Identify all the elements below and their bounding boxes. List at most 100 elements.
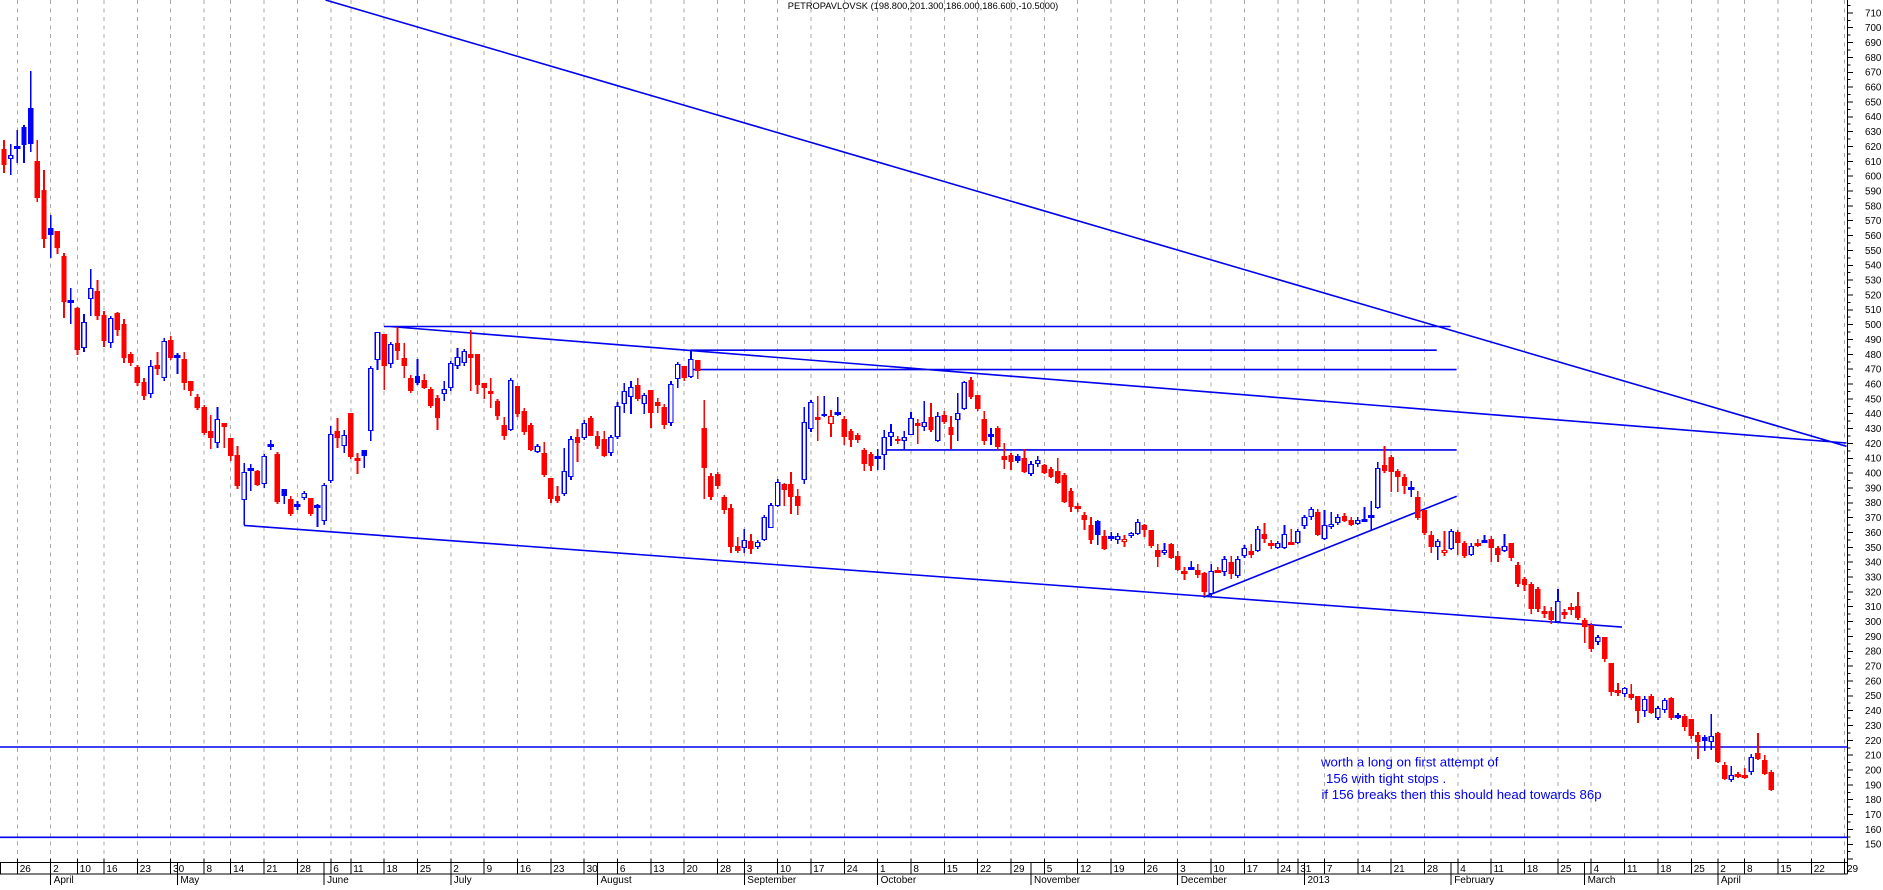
svg-text:22: 22: [980, 864, 992, 875]
svg-text:160: 160: [1865, 825, 1882, 836]
svg-text:510: 510: [1865, 305, 1882, 316]
svg-text:440: 440: [1865, 409, 1882, 420]
svg-text:560: 560: [1865, 231, 1882, 242]
svg-text:worth a long on first attempt: worth a long on first attempt of: [1320, 755, 1499, 770]
svg-text:250: 250: [1865, 691, 1882, 702]
svg-text:8: 8: [207, 864, 213, 875]
svg-text:420: 420: [1865, 439, 1882, 450]
svg-text:360: 360: [1865, 528, 1882, 539]
svg-text:20: 20: [687, 864, 699, 875]
svg-text:640: 640: [1865, 112, 1882, 123]
svg-text:580: 580: [1865, 201, 1882, 212]
svg-text:6: 6: [620, 864, 626, 875]
svg-text:15: 15: [947, 864, 959, 875]
svg-text:290: 290: [1865, 632, 1882, 643]
svg-text:December: December: [1181, 875, 1228, 885]
svg-text:15: 15: [1780, 864, 1792, 875]
svg-text:390: 390: [1865, 483, 1882, 494]
svg-text:340: 340: [1865, 558, 1882, 569]
svg-text:18: 18: [387, 864, 399, 875]
svg-text:700: 700: [1865, 23, 1882, 34]
svg-text:400: 400: [1865, 469, 1882, 480]
svg-text:8: 8: [1747, 864, 1753, 875]
svg-text:480: 480: [1865, 350, 1882, 361]
svg-text:11: 11: [353, 864, 364, 875]
svg-text:410: 410: [1865, 454, 1882, 465]
svg-text:10: 10: [80, 864, 92, 875]
svg-text:4: 4: [1594, 864, 1600, 875]
svg-text:260: 260: [1865, 676, 1882, 687]
svg-text:30: 30: [173, 864, 185, 875]
svg-text:18: 18: [1527, 864, 1539, 875]
svg-text:11: 11: [1494, 864, 1505, 875]
svg-text:620: 620: [1865, 142, 1882, 153]
svg-text:490: 490: [1865, 335, 1882, 346]
svg-text:330: 330: [1865, 572, 1882, 583]
svg-text:660: 660: [1865, 83, 1882, 94]
svg-text:600: 600: [1865, 172, 1882, 183]
svg-text:3: 3: [1180, 864, 1186, 875]
svg-text:2: 2: [1720, 864, 1726, 875]
svg-text:8: 8: [913, 864, 919, 875]
svg-text:29: 29: [1013, 864, 1025, 875]
svg-text:2013: 2013: [1308, 875, 1331, 885]
svg-text:May: May: [180, 875, 199, 885]
svg-text:7: 7: [1327, 864, 1333, 875]
svg-text:30: 30: [587, 864, 599, 875]
svg-text:9: 9: [487, 864, 493, 875]
svg-text:PETROPAVLOVSK (198.800,201.300: PETROPAVLOVSK (198.800,201.300,186.000,1…: [788, 1, 1059, 11]
svg-text:24: 24: [847, 864, 859, 875]
svg-text:October: October: [881, 875, 917, 885]
svg-text:28: 28: [300, 864, 312, 875]
svg-text:21: 21: [267, 864, 279, 875]
svg-text:190: 190: [1865, 780, 1882, 791]
svg-text:June: June: [327, 875, 349, 885]
svg-text:26: 26: [1147, 864, 1159, 875]
svg-text:10: 10: [1214, 864, 1226, 875]
svg-text:29: 29: [1847, 864, 1859, 875]
svg-text:31: 31: [1300, 864, 1312, 875]
svg-text:680: 680: [1865, 53, 1882, 64]
svg-text:19: 19: [1114, 864, 1126, 875]
svg-text:11: 11: [1627, 864, 1638, 875]
svg-text:690: 690: [1865, 38, 1882, 49]
svg-text:August: August: [601, 875, 632, 885]
svg-text:530: 530: [1865, 276, 1882, 287]
svg-text:24: 24: [1280, 864, 1292, 875]
svg-text:280: 280: [1865, 647, 1882, 658]
svg-text:1: 1: [880, 864, 886, 875]
svg-text:25: 25: [1560, 864, 1572, 875]
svg-text:520: 520: [1865, 290, 1882, 301]
svg-text:630: 630: [1865, 127, 1882, 138]
svg-text:230: 230: [1865, 721, 1882, 732]
svg-text:240: 240: [1865, 706, 1882, 717]
svg-text:2: 2: [53, 864, 59, 875]
svg-text:if 156 breaks then this should: if 156 breaks then this should head towa…: [1322, 787, 1602, 802]
svg-text:570: 570: [1865, 216, 1882, 227]
svg-text:April: April: [1721, 875, 1741, 885]
svg-text:2: 2: [453, 864, 459, 875]
svg-text:16: 16: [520, 864, 532, 875]
svg-text:23: 23: [553, 864, 565, 875]
svg-text:April: April: [54, 875, 74, 885]
svg-text:300: 300: [1865, 617, 1882, 628]
svg-text:23: 23: [140, 864, 152, 875]
svg-text:10: 10: [780, 864, 792, 875]
svg-text:220: 220: [1865, 736, 1882, 747]
svg-text:22: 22: [1814, 864, 1826, 875]
svg-text:156 with tight stops .: 156 with tight stops .: [1326, 771, 1446, 786]
svg-text:610: 610: [1865, 157, 1882, 168]
svg-text:13: 13: [653, 864, 665, 875]
svg-text:450: 450: [1865, 394, 1882, 405]
svg-text:540: 540: [1865, 261, 1882, 272]
svg-text:470: 470: [1865, 365, 1882, 376]
svg-text:350: 350: [1865, 543, 1882, 554]
svg-text:17: 17: [1247, 864, 1259, 875]
svg-text:26: 26: [20, 864, 32, 875]
svg-text:550: 550: [1865, 246, 1882, 257]
svg-text:February: February: [1454, 875, 1494, 885]
svg-text:380: 380: [1865, 498, 1882, 509]
svg-text:14: 14: [1360, 864, 1372, 875]
svg-text:670: 670: [1865, 68, 1882, 79]
svg-text:25: 25: [420, 864, 432, 875]
